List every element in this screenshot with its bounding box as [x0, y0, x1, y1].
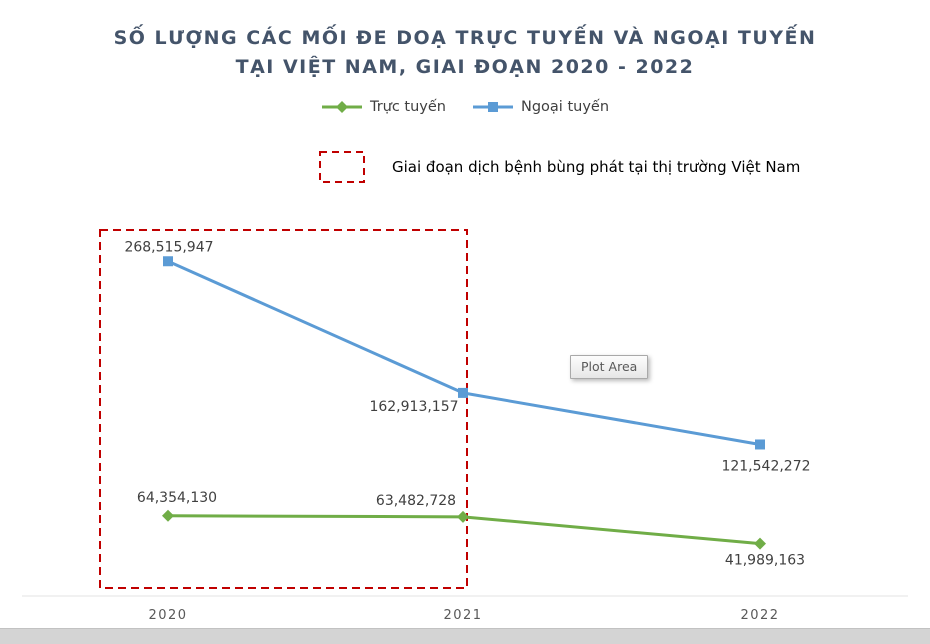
legend-label-ngoai-tuyen: Ngoại tuyến [521, 99, 610, 115]
outbreak-annotation[interactable]: Giai đoạn dịch bệnh bùng phát tại thị tr… [318, 150, 800, 184]
data-label-ngoai-tuyen[interactable]: 162,913,157 [369, 399, 458, 415]
data-label-truc-tuyen[interactable]: 63,482,728 [376, 493, 456, 509]
data-point-truc-tuyen[interactable] [457, 510, 469, 523]
data-label-ngoai-tuyen[interactable]: 268,515,947 [124, 239, 213, 255]
chart-title[interactable]: SỐ LƯỢNG CÁC MỐI ĐE DOẠ TRỰC TUYẾN VÀ NG… [0, 24, 930, 82]
line-square-marker-icon [473, 102, 513, 112]
chart-legend: Trực tuyến Ngoại tuyến [0, 99, 930, 115]
data-label-ngoai-tuyen[interactable]: 121,542,272 [721, 458, 810, 474]
x-axis-label[interactable]: 2021 [443, 608, 482, 623]
legend-item-ngoai-tuyen[interactable]: Ngoại tuyến [472, 99, 609, 115]
data-label-truc-tuyen[interactable]: 41,989,163 [725, 553, 805, 569]
data-label-truc-tuyen[interactable]: 64,354,130 [137, 490, 217, 506]
outbreak-annotation-label: Giai đoạn dịch bệnh bùng phát tại thị tr… [392, 158, 801, 176]
data-point-ngoai-tuyen[interactable] [458, 387, 468, 398]
chart-title-line1: SỐ LƯỢNG CÁC MỐI ĐE DOẠ TRỰC TUYẾN VÀ NG… [113, 27, 817, 49]
data-point-truc-tuyen[interactable] [754, 537, 766, 550]
x-axis-label[interactable]: 2020 [148, 608, 187, 623]
dashed-red-box-icon [319, 151, 365, 183]
plot-area-tooltip: Plot Area [570, 355, 649, 379]
data-point-ngoai-tuyen[interactable] [755, 439, 765, 450]
series-line-ngoai-tuyen[interactable] [166, 259, 762, 446]
legend-label-truc-tuyen: Trực tuyến [369, 99, 446, 115]
window-bottom-strip [0, 628, 930, 644]
line-diamond-marker-icon [321, 101, 362, 113]
data-point-ngoai-tuyen[interactable] [163, 256, 173, 267]
chart-title-line2: TẠI VIỆT NAM, GIAI ĐOẠN 2020 - 2022 [235, 56, 695, 78]
data-point-truc-tuyen[interactable] [162, 509, 174, 522]
x-axis-label[interactable]: 2022 [740, 608, 779, 623]
legend-item-truc-tuyen[interactable]: Trực tuyến [321, 99, 446, 115]
outbreak-highlight-rect[interactable] [99, 229, 468, 589]
